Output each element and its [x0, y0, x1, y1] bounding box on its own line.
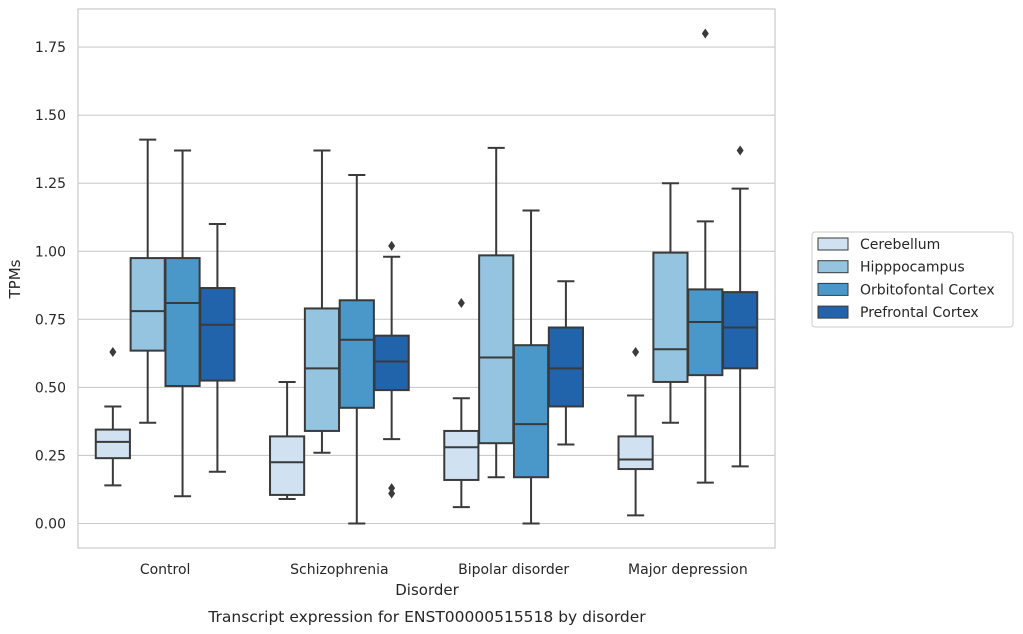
box — [269, 435, 306, 496]
box-group — [129, 138, 166, 424]
legend-frame — [811, 231, 1014, 328]
box — [512, 344, 550, 479]
y-tick-label: 1.75 — [35, 40, 66, 56]
outlier-point — [388, 488, 396, 499]
box-group — [303, 149, 341, 454]
box-group — [512, 209, 550, 525]
y-tick-label: 1.50 — [35, 108, 66, 124]
outlier-point — [388, 240, 396, 251]
box — [129, 257, 166, 352]
outlier-point — [109, 347, 117, 357]
y-tick-label: 0.50 — [35, 380, 66, 396]
box — [199, 287, 236, 382]
plot-frame — [77, 8, 776, 549]
box — [443, 429, 480, 481]
y-tick-labels: 0.00 0.25 0.50 0.75 1.00 1.25 1.50 1.75 — [35, 40, 66, 532]
box — [373, 334, 410, 392]
outlier-point — [736, 145, 744, 156]
y-tick-label: 0.75 — [35, 312, 66, 328]
box — [338, 299, 375, 409]
y-axis-label: TPMs — [6, 259, 24, 299]
y-tick-label: 0.00 — [35, 517, 66, 533]
box — [303, 307, 341, 432]
y-tick-label: 0.25 — [35, 448, 66, 464]
box-group — [373, 240, 410, 499]
legend-swatch — [817, 237, 849, 251]
legend-label: Prefrontal Cortex — [860, 305, 979, 321]
outlier-point — [457, 298, 465, 308]
legend-swatch — [817, 260, 849, 274]
legend-entries: Cerebellum Hipppocampus Orbitofontal Corte… — [817, 237, 995, 321]
box-group — [617, 347, 654, 517]
x-tick-label: Bipolar disorder — [458, 562, 569, 578]
legend-swatch — [817, 282, 849, 296]
legend-label: Hipppocampus — [860, 260, 965, 276]
box — [687, 288, 724, 377]
box — [722, 291, 759, 370]
x-tick-label: Schizophrenia — [290, 562, 388, 578]
outlier-point — [701, 28, 709, 39]
box-group — [269, 380, 306, 500]
legend-label: Cerebellum — [860, 237, 940, 253]
legend-swatch — [817, 305, 849, 319]
outlier-point — [632, 347, 640, 357]
legend-label: Orbitofontal Cortex — [860, 282, 995, 298]
box-group — [478, 146, 515, 479]
box-group — [338, 174, 375, 525]
y-tick-label: 1.25 — [35, 176, 66, 192]
box-group — [443, 298, 480, 509]
box-group — [687, 28, 724, 484]
legend: Cerebellum Hipppocampus Orbitofontal Corte… — [811, 231, 1014, 328]
box — [652, 251, 689, 383]
box-group — [94, 347, 131, 487]
box — [94, 428, 131, 460]
chart-caption: Transcript expression for ENST0000051551… — [207, 608, 646, 626]
box-group — [199, 223, 236, 473]
x-tick-label: Major depression — [628, 562, 748, 578]
outlier-point — [388, 483, 396, 494]
y-tick-label: 1.00 — [35, 244, 66, 260]
x-tick-labels: Control Schizophrenia Bipolar disorder Majo… — [140, 562, 748, 578]
box — [547, 326, 584, 408]
box-group — [164, 149, 201, 498]
box — [478, 254, 515, 445]
box-group — [722, 145, 759, 468]
box-group — [547, 280, 584, 446]
x-tick-label: Control — [140, 562, 191, 578]
box — [617, 435, 654, 471]
box — [164, 257, 201, 388]
boxplot-series — [94, 28, 759, 525]
x-axis-label: Disorder — [395, 581, 459, 599]
